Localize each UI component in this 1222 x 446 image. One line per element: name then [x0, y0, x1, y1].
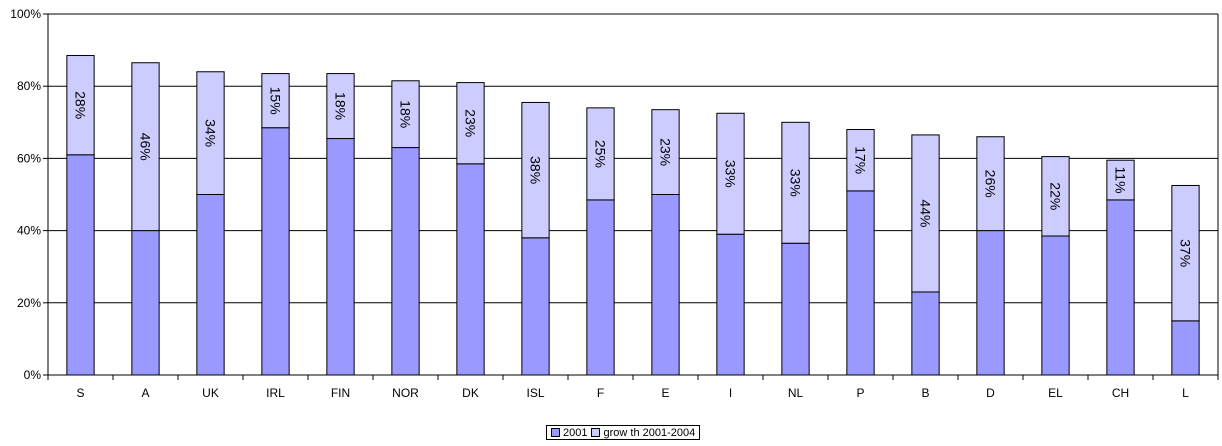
- bar-growth-CH: [1106, 159, 1135, 201]
- bar-growth-UK: [196, 71, 225, 195]
- data-label-S: 28%: [73, 91, 89, 119]
- bar-2001-NOR: [391, 147, 420, 376]
- bars: [66, 55, 1200, 376]
- data-label-IRL: 15%: [268, 87, 284, 115]
- gridlines: [48, 13, 1218, 304]
- data-label-FIN: 18%: [333, 92, 349, 120]
- data-label-DK: 23%: [463, 109, 479, 137]
- y-tick-label: 100%: [10, 7, 41, 21]
- bar-2001-NL: [781, 242, 810, 376]
- data-label-P: 17%: [853, 146, 869, 174]
- legend-swatch-growth: [591, 428, 601, 437]
- data-label-E: 23%: [658, 138, 674, 166]
- data-label-NL: 33%: [788, 169, 804, 197]
- bar-growth-ISL: [521, 101, 550, 239]
- bar-growth-EL: [1041, 156, 1070, 237]
- x-tick-label-NL: NL: [788, 386, 804, 400]
- data-label-A: 46%: [138, 133, 154, 161]
- bar-2001-FIN: [326, 138, 355, 376]
- bar-growth-A: [131, 62, 160, 232]
- bar-2001-F: [586, 199, 615, 376]
- x-tick-label-UK: UK: [202, 386, 219, 400]
- bar-growth-L: [1171, 184, 1200, 322]
- bar-2001-UK: [196, 194, 225, 376]
- data-label-L: 37%: [1178, 239, 1194, 267]
- legend-label-2001: 2001: [563, 426, 588, 439]
- y-tick-label: 40%: [17, 224, 41, 238]
- legend-item-growth: grow th 2001-2004: [591, 427, 695, 439]
- bar-2001-P: [846, 190, 875, 376]
- x-tick-label-P: P: [856, 386, 864, 400]
- bar-growth-B: [911, 134, 940, 293]
- bar-2001-E: [651, 194, 680, 376]
- bar-2001-CH: [1106, 199, 1135, 376]
- data-label-UK: 34%: [203, 119, 219, 147]
- x-tick-label-DK: DK: [462, 386, 479, 400]
- x-tick-label-A: A: [141, 386, 149, 400]
- legend-item-2001: 2001: [551, 427, 587, 439]
- bar-growth-NOR: [391, 80, 420, 149]
- bar-growth-DK: [456, 82, 485, 165]
- x-tick-label-S: S: [76, 386, 84, 400]
- x-tick-label-I: I: [729, 386, 732, 400]
- y-tick-label: 80%: [17, 79, 41, 93]
- bar-growth-FIN: [326, 73, 355, 140]
- bar-2001-I: [716, 233, 745, 376]
- bar-growth-P: [846, 129, 875, 192]
- bar-2001-D: [976, 230, 1005, 376]
- data-label-I: 33%: [723, 160, 739, 188]
- x-tick-label-EL: EL: [1048, 386, 1063, 400]
- x-tick-label-ISL: ISL: [526, 386, 544, 400]
- y-tick-label: 0%: [24, 368, 42, 382]
- bar-growth-D: [976, 136, 1005, 232]
- legend: 2001 grow th 2001-2004: [546, 425, 701, 440]
- axes: 0% 20% 40% 60% 80% 100% S A UK IRL FIN NOR DK ISL F E I N…: [10, 7, 1219, 400]
- bar-growth-F: [586, 107, 615, 201]
- bar-2001-L: [1171, 320, 1200, 376]
- bar-2001-S: [66, 154, 95, 376]
- data-label-B: 44%: [918, 199, 934, 227]
- x-tick-label-CH: CH: [1112, 386, 1129, 400]
- x-tick-label-FIN: FIN: [331, 386, 350, 400]
- data-label-D: 26%: [983, 170, 999, 198]
- x-tick-label-E: E: [661, 386, 669, 400]
- legend-swatch-2001: [551, 428, 560, 437]
- data-label-EL: 22%: [1048, 182, 1064, 210]
- stacked-bar-chart: 0% 20% 40% 60% 80% 100% S A UK IRL FIN NOR DK ISL F E I N…: [10, 7, 1219, 400]
- legend-label-growth: grow th 2001-2004: [603, 426, 696, 439]
- y-tick-label: 60%: [17, 151, 41, 165]
- bar-growth-IRL: [261, 73, 290, 129]
- data-labels: 28% 46% 34% 15% 18% 18% 23% 38% 25% 23% 33% 33% 17% 4…: [73, 87, 1194, 268]
- bar-growth-S: [66, 55, 95, 156]
- data-label-CH: 11%: [1113, 167, 1129, 194]
- data-label-NOR: 18%: [398, 100, 414, 128]
- bar-growth-I: [716, 112, 745, 235]
- bar-2001-IRL: [261, 127, 290, 376]
- y-tick-label: 20%: [17, 296, 41, 310]
- bar-2001-DK: [456, 163, 485, 376]
- x-tick-label-D: D: [986, 386, 995, 400]
- bar-growth-E: [651, 109, 680, 195]
- x-tick-label-IRL: IRL: [266, 386, 285, 400]
- bar-2001-B: [911, 291, 940, 376]
- data-label-F: 25%: [593, 140, 609, 168]
- data-label-ISL: 38%: [528, 156, 544, 184]
- x-tick-label-F: F: [597, 386, 604, 400]
- bar-2001-A: [131, 230, 160, 376]
- bar-2001-EL: [1041, 235, 1070, 376]
- x-tick-label-B: B: [921, 386, 929, 400]
- x-tick-label-L: L: [1182, 386, 1189, 400]
- x-tick-label-NOR: NOR: [392, 386, 419, 400]
- bar-2001-ISL: [521, 237, 550, 376]
- bar-growth-NL: [781, 121, 810, 244]
